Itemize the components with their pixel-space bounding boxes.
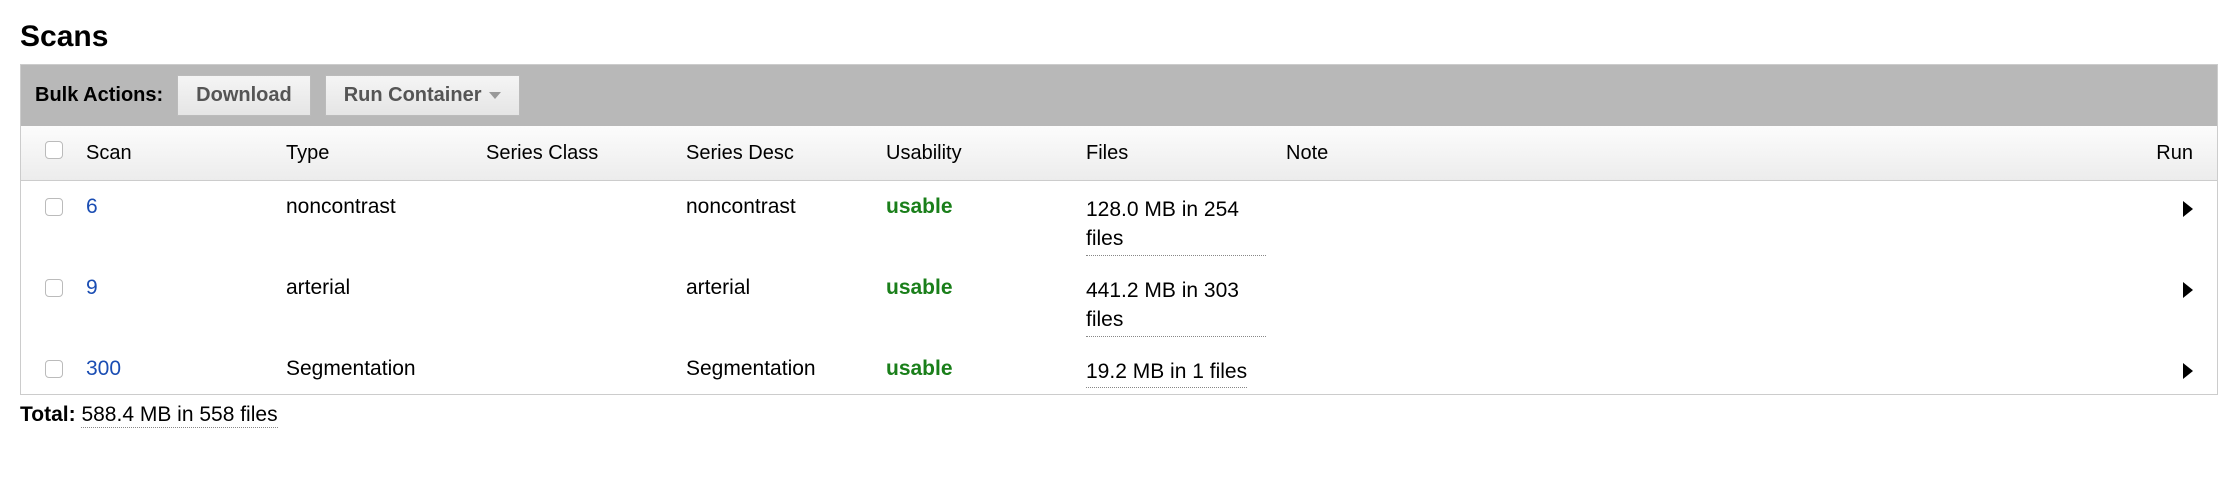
download-button[interactable]: Download [177, 75, 311, 116]
files-text: 441.2 MB in 303 files [1086, 276, 1266, 337]
files-text: 19.2 MB in 1 files [1086, 357, 1247, 388]
bulk-actions-bar: Bulk Actions: Download Run Container [21, 65, 2217, 126]
cell-type: arterial [276, 262, 476, 343]
run-arrow-icon[interactable] [2183, 282, 2193, 298]
cell-series-desc: arterial [676, 262, 876, 343]
cell-series-class [476, 343, 676, 394]
bulk-actions-label: Bulk Actions: [35, 84, 163, 107]
files-text: 128.0 MB in 254 files [1086, 195, 1266, 256]
run-arrow-icon[interactable] [2183, 363, 2193, 379]
cell-type: Segmentation [276, 343, 476, 394]
cell-note [1276, 181, 1476, 262]
scans-panel: Bulk Actions: Download Run Container Sca… [20, 64, 2218, 395]
run-arrow-icon[interactable] [2183, 201, 2193, 217]
col-header-series-desc: Series Desc [676, 126, 876, 181]
row-checkbox[interactable] [45, 360, 63, 378]
section-title: Scans [20, 20, 2218, 54]
cell-series-class [476, 262, 676, 343]
cell-note [1276, 262, 1476, 343]
scan-link[interactable]: 9 [86, 276, 98, 299]
download-button-label: Download [196, 84, 292, 107]
table-header-row: Scan Type Series Class Series Desc Usabi… [21, 126, 2217, 181]
table-row: 9 arterial arterial usable 441.2 MB in 303 f… [21, 262, 2217, 343]
col-header-scan: Scan [76, 126, 276, 181]
usability-badge: usable [886, 357, 953, 380]
run-container-button[interactable]: Run Container [325, 75, 521, 116]
total-value: 588.4 MB in 558 files [81, 403, 277, 428]
scan-link[interactable]: 6 [86, 195, 98, 218]
row-checkbox[interactable] [45, 198, 63, 216]
scan-link[interactable]: 300 [86, 357, 121, 380]
col-header-files: Files [1076, 126, 1276, 181]
usability-badge: usable [886, 276, 953, 299]
table-row: 6 noncontrast noncontrast usable 128.0 MB in… [21, 181, 2217, 262]
total-line: Total: 588.4 MB in 558 files [20, 403, 2218, 427]
col-header-usability: Usability [876, 126, 1076, 181]
col-header-run: Run [1476, 126, 2217, 181]
cell-type: noncontrast [276, 181, 476, 262]
cell-series-desc: noncontrast [676, 181, 876, 262]
cell-note [1276, 343, 1476, 394]
col-header-note: Note [1276, 126, 1476, 181]
cell-series-desc: Segmentation [676, 343, 876, 394]
cell-series-class [476, 181, 676, 262]
table-row: 300 Segmentation Segmentation usable 19.2 MB… [21, 343, 2217, 394]
total-label: Total: [20, 403, 76, 426]
row-checkbox[interactable] [45, 279, 63, 297]
usability-badge: usable [886, 195, 953, 218]
select-all-checkbox[interactable] [45, 141, 63, 159]
run-container-button-label: Run Container [344, 84, 482, 107]
chevron-down-icon [489, 92, 501, 99]
col-header-type: Type [276, 126, 476, 181]
scans-table: Scan Type Series Class Series Desc Usabi… [21, 126, 2217, 394]
col-header-series-class: Series Class [476, 126, 676, 181]
